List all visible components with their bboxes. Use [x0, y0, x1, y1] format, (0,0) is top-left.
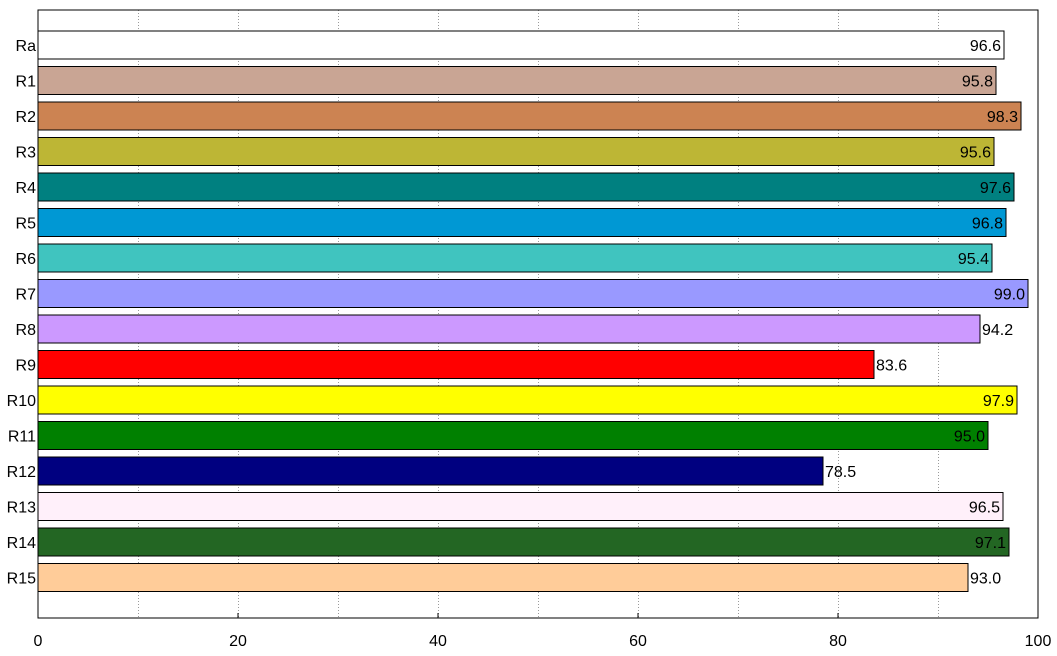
bar-r4	[37, 172, 1015, 202]
category-label: R7	[16, 287, 37, 304]
bar-r5	[37, 208, 1007, 237]
value-label: 96.6	[970, 38, 1001, 55]
bar-r6	[37, 243, 993, 273]
category-label: R3	[16, 145, 37, 162]
bar-r12	[37, 456, 824, 486]
category-label: R1	[16, 74, 37, 91]
bar-r10	[37, 385, 1018, 415]
value-label: 95.4	[958, 251, 989, 268]
value-label: 78.5	[825, 464, 856, 481]
x-tick-label: 80	[829, 633, 847, 650]
bar-r7	[37, 279, 1029, 308]
value-label: 96.8	[972, 216, 1003, 233]
value-label: 83.6	[876, 358, 907, 375]
category-label: R13	[7, 500, 36, 517]
category-label: R4	[16, 180, 37, 197]
value-label: 97.9	[983, 393, 1014, 410]
category-label: R9	[16, 358, 37, 375]
value-label: 97.6	[980, 180, 1011, 197]
category-label: R12	[7, 464, 36, 481]
value-label: 94.2	[982, 322, 1013, 339]
bar-r1	[37, 66, 997, 95]
bar-r8	[37, 314, 981, 344]
value-label: 96.5	[969, 500, 1000, 517]
x-axis-ticks: 0 20 40 60 80 100	[34, 613, 1052, 650]
value-label: 93.0	[970, 571, 1001, 588]
x-tick-label: 60	[629, 633, 647, 650]
category-label: R15	[7, 571, 36, 588]
x-tick-label: 40	[429, 633, 447, 650]
bar-r2	[37, 101, 1022, 131]
category-label: Ra	[16, 38, 37, 55]
value-labels: 96.6 95.8 98.3 95.6 97.6 96.8 95.4 99.0 94.2 83.6…	[825, 38, 1025, 588]
category-labels: Ra R1 R2 R3 R4 R5 R6 R7 R8 R9 R10 R11 R12 R13 R14 R15	[7, 38, 36, 588]
bar-r13	[37, 492, 1004, 521]
value-label: 98.3	[987, 109, 1018, 126]
bar-ra	[37, 30, 1005, 60]
bar-r14	[37, 527, 1010, 557]
value-label: 97.1	[975, 535, 1006, 552]
plot-frame	[37, 9, 1039, 619]
bars	[37, 30, 1029, 592]
category-label: R11	[8, 429, 36, 446]
category-label: R2	[16, 109, 37, 126]
x-tick-label: 0	[34, 633, 43, 650]
value-label: 95.6	[960, 145, 991, 162]
x-tick-label: 20	[229, 633, 247, 650]
x-tick-label: 100	[1025, 633, 1052, 650]
category-label: R8	[16, 322, 37, 339]
category-label: R14	[7, 535, 36, 552]
category-label: R10	[7, 393, 36, 410]
value-label: 95.0	[954, 429, 985, 446]
bar-r9	[37, 350, 875, 379]
bar-r11	[37, 421, 989, 450]
value-label: 95.8	[962, 74, 993, 91]
bar-r3	[37, 137, 995, 166]
bar-r15	[37, 563, 969, 592]
value-label: 99.0	[994, 287, 1025, 304]
category-label: R5	[16, 216, 37, 233]
grid-lines	[138, 10, 939, 618]
category-label: R6	[16, 251, 37, 268]
